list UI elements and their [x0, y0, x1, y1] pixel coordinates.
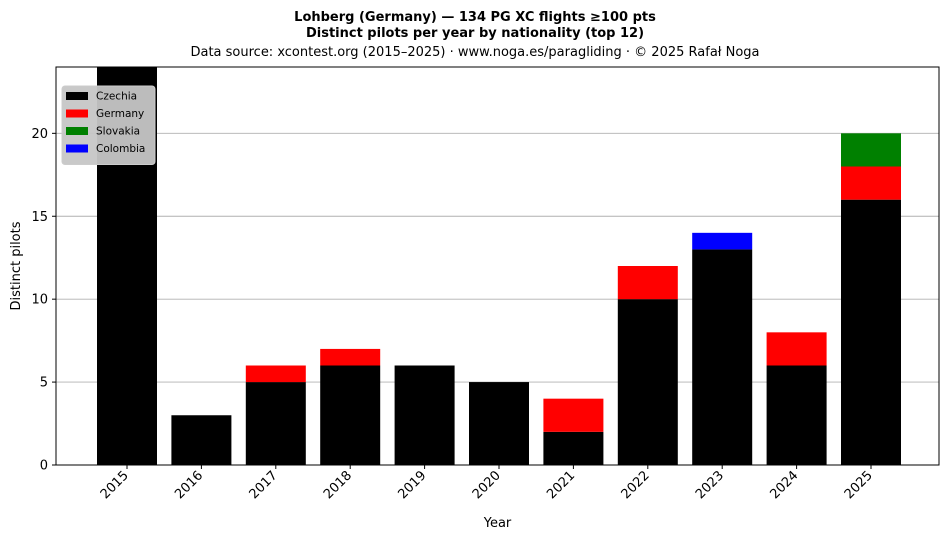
legend-label-slovakia: Slovakia [96, 126, 140, 138]
bar-2023-colombia [692, 232, 753, 250]
bar-2021-czechia [543, 431, 604, 465]
y-tick-label-15: 15 [31, 210, 48, 225]
chart-subtitle: Data source: xcontest.org (2015–2025) · … [190, 45, 759, 60]
bar-2022-germany [617, 266, 678, 300]
bar-2016-czechia [171, 415, 232, 465]
x-tick-label-2018: 2018 [321, 468, 355, 502]
x-tick-label-2016: 2016 [172, 468, 206, 502]
y-axis-label: Distinct pilots [9, 221, 24, 310]
bar-2024-germany [766, 332, 827, 366]
bar-2019-czechia [394, 365, 455, 465]
legend-label-colombia: Colombia [96, 143, 145, 155]
y-tick-label-0: 0 [40, 459, 48, 474]
x-tick-label-2015: 2015 [98, 468, 132, 502]
chart-title-line-1: Lohberg (Germany) — 134 PG XC flights ≥1… [294, 10, 656, 25]
x-tick-label-2019: 2019 [395, 468, 429, 502]
legend-swatch-slovakia [66, 127, 88, 135]
bar-2017-germany [245, 365, 306, 383]
legend-swatch-colombia [66, 144, 88, 153]
bars [97, 67, 901, 465]
legend: Czechia Germany Slovakia Colombia [61, 85, 156, 165]
legend-label-germany: Germany [96, 108, 144, 120]
bar-2021-germany [543, 398, 604, 432]
chart-title-line-2: Distinct pilots per year by nationality … [306, 26, 644, 41]
bar-2024-czechia [766, 365, 827, 465]
bar-2018-germany [320, 348, 381, 366]
bar-2018-czechia [320, 365, 381, 465]
legend-label-czechia: Czechia [96, 91, 137, 103]
x-tick-label-2023: 2023 [693, 468, 727, 502]
y-tick-label-10: 10 [31, 293, 48, 308]
bar-2025-czechia [841, 199, 901, 465]
bar-2017-czechia [245, 382, 306, 465]
y-tick-label-20: 20 [31, 127, 48, 142]
bar-2022-czechia [617, 299, 678, 465]
legend-swatch-czechia [66, 92, 88, 100]
x-tick-label-2021: 2021 [544, 468, 578, 502]
x-tick-label-2022: 2022 [619, 468, 653, 502]
x-tick-label-2020: 2020 [470, 468, 504, 502]
bar-2020-czechia [469, 382, 529, 465]
bar-2023-czechia [692, 249, 753, 465]
legend-swatch-germany [66, 109, 88, 118]
y-tick-label-5: 5 [40, 376, 48, 391]
x-axis-label: Year [483, 516, 512, 531]
x-tick-label-2024: 2024 [767, 468, 801, 502]
bar-2025-slovakia [841, 133, 901, 167]
plot-area [55, 66, 940, 466]
x-tick-label-2025: 2025 [842, 468, 876, 502]
bar-2025-germany [841, 166, 901, 200]
x-tick-label-2017: 2017 [247, 468, 281, 502]
